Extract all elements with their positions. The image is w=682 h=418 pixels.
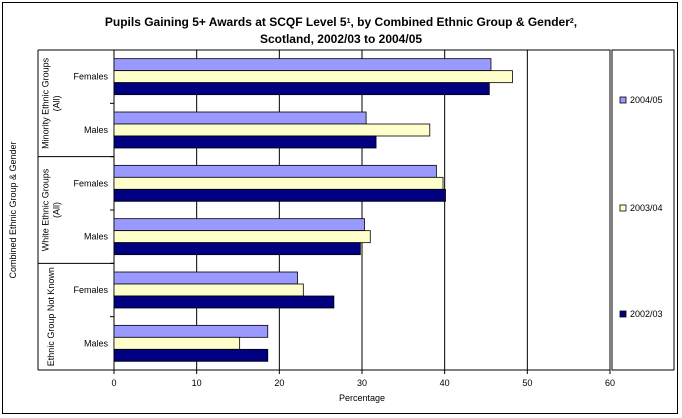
legend-swatch xyxy=(619,310,627,318)
bar-2002-03-2 xyxy=(113,188,446,202)
bar-2004-05-1 xyxy=(113,111,367,125)
x-tick-label: 40 xyxy=(440,378,450,388)
category-label: Females xyxy=(73,285,108,295)
title-text: , by Combined Ethnic Group & Gender xyxy=(351,15,571,29)
axes: 0 10 20 30 40 50 60 Percentage Combined Ethnic G… xyxy=(8,49,615,403)
title-text: Scotland, 2002/03 to 2004/05 xyxy=(260,32,422,46)
bar-2003-04-0 xyxy=(113,70,513,84)
legend-swatch xyxy=(619,204,627,212)
legend: 2004/05 2003/04 2002/03 xyxy=(611,49,675,371)
bar-2003-04-3 xyxy=(113,230,371,244)
x-tick-label: 60 xyxy=(605,378,615,388)
x-axis-label: Percentage xyxy=(339,393,385,403)
bar-2002-03-4 xyxy=(113,295,335,309)
bar-2004-05-5 xyxy=(113,324,269,338)
x-tick-label: 20 xyxy=(274,378,284,388)
x-tick-label: 10 xyxy=(192,378,202,388)
category-label: Males xyxy=(84,125,109,135)
bar-2003-04-1 xyxy=(113,123,431,137)
bar-2004-05-4 xyxy=(113,271,298,285)
bar-2002-03-0 xyxy=(113,82,490,96)
bars xyxy=(113,58,513,362)
bar-2004-05-0 xyxy=(113,58,492,72)
group-label: Minority Ethnic Groups(All) xyxy=(41,57,62,149)
grid-lines xyxy=(196,50,611,370)
chart-title-line: Scotland, 2002/03 to 2004/05 xyxy=(260,32,422,46)
title-superscript: 2 xyxy=(570,18,574,25)
legend-label: 2002/03 xyxy=(630,309,663,319)
legend-label: 2003/04 xyxy=(630,203,663,213)
title-text: Pupils Gaining 5+ Awards at SCQF Level 5 xyxy=(105,15,347,29)
category-label: Males xyxy=(84,338,109,348)
bar-2002-03-1 xyxy=(113,135,377,149)
legend-swatch xyxy=(619,96,627,104)
bar-2003-04-4 xyxy=(113,283,304,297)
legend-label: 2004/05 xyxy=(630,95,663,105)
x-tick-label: 30 xyxy=(357,378,367,388)
bar-2003-04-2 xyxy=(113,176,444,190)
bar-2002-03-5 xyxy=(113,348,269,362)
chart-title: Pupils Gaining 5+ Awards at SCQF Level 5… xyxy=(105,15,577,46)
category-label: Males xyxy=(84,232,109,242)
y-axis-label: Combined Ethnic Group & Gender xyxy=(8,141,18,278)
group-label: Ethnic Group Not Known xyxy=(46,267,56,366)
bar-2002-03-3 xyxy=(113,242,361,256)
x-tick-label: 0 xyxy=(111,378,116,388)
title-superscript: 1 xyxy=(347,18,351,25)
bar-2004-05-2 xyxy=(113,164,437,178)
group-label: White Ethnic Groups(All) xyxy=(41,168,62,251)
bar-2003-04-5 xyxy=(113,336,241,350)
title-text: , xyxy=(574,15,577,29)
bar-2004-05-3 xyxy=(113,218,365,232)
category-label: Females xyxy=(73,178,108,188)
chart-title-line: Pupils Gaining 5+ Awards at SCQF Level 5… xyxy=(105,15,577,29)
category-label: Females xyxy=(73,72,108,82)
x-tick-label: 50 xyxy=(522,378,532,388)
